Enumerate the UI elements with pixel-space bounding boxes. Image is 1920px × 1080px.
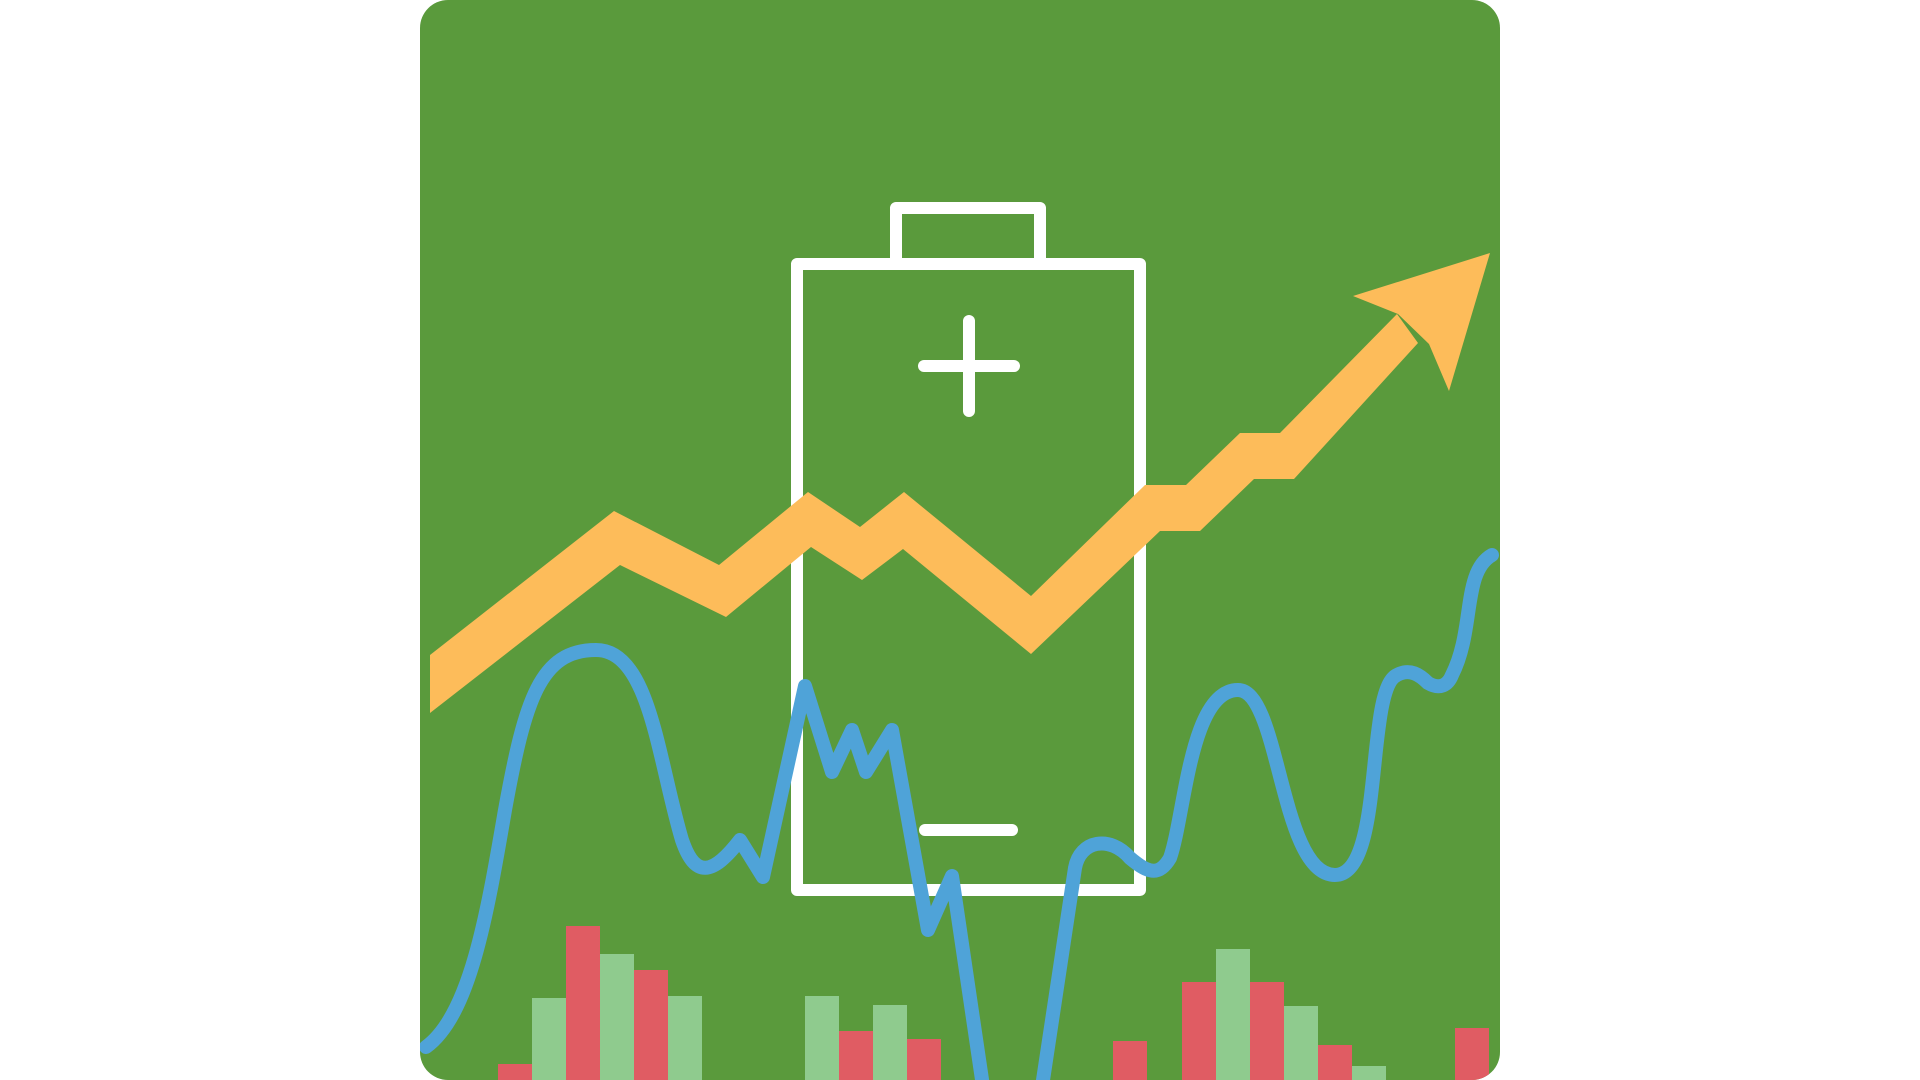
volume-bar xyxy=(668,996,702,1080)
volume-bar xyxy=(873,1005,907,1080)
volume-bar xyxy=(1250,982,1284,1080)
volume-bar xyxy=(634,970,668,1080)
trend-arrow-head xyxy=(1353,253,1490,391)
volume-bar xyxy=(1284,1006,1318,1080)
battery-icon xyxy=(791,202,1146,896)
volume-bar xyxy=(1216,949,1250,1080)
volume-bar xyxy=(532,998,566,1080)
trend-arrow-body xyxy=(430,314,1418,713)
volume-bar xyxy=(498,1064,532,1080)
volume-bar xyxy=(907,1039,941,1080)
trend-arrow-icon xyxy=(430,253,1490,713)
volume-bar xyxy=(1113,1041,1147,1080)
volume-bar xyxy=(805,996,839,1080)
volume-bar xyxy=(1182,982,1216,1080)
volume-bar xyxy=(1455,1028,1489,1080)
volume-bar xyxy=(566,926,600,1080)
plus-icon xyxy=(918,315,1020,417)
volume-bar xyxy=(839,1031,873,1080)
price-wave-line xyxy=(420,548,1499,1080)
volume-bars xyxy=(498,926,1489,1080)
volume-bar xyxy=(1352,1066,1386,1080)
volume-bar xyxy=(1318,1045,1352,1080)
battery-terminal xyxy=(890,202,1046,270)
volume-bar xyxy=(600,954,634,1080)
